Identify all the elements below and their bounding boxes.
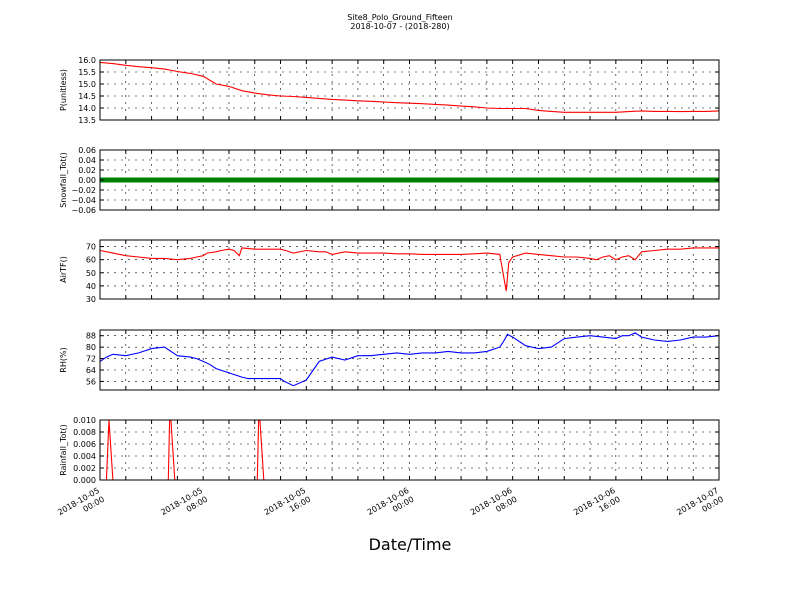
y-tick-label: 50 xyxy=(86,269,96,278)
panel-0: 13.5 14.0 14.5 15.0 15.5 16.0 P(unitless) xyxy=(59,56,720,125)
y-tick-label: 72 xyxy=(86,355,96,364)
panel-2: 30 40 50 60 70 AirTF() xyxy=(59,239,720,304)
x-tick-label: 2018-10-0608:00 xyxy=(469,486,519,526)
y-tick-label: 0.02 xyxy=(78,166,96,175)
series-line xyxy=(99,247,719,292)
y-tick-label: 0.010 xyxy=(73,416,96,425)
x-tick-label: 2018-10-0600:00 xyxy=(366,486,416,526)
y-tick-label: −0.04 xyxy=(71,196,96,205)
y-tick-label: 0.006 xyxy=(73,440,96,449)
y-tick-label: 0.004 xyxy=(73,452,96,461)
y-tick-label: 80 xyxy=(86,343,96,352)
panels-group: 13.5 14.0 14.5 15.0 15.5 16.0 P(unitless) −0.06… xyxy=(59,56,720,485)
y-tick-label: −0.06 xyxy=(71,206,96,215)
series-line xyxy=(99,332,720,387)
x-tick-label: 2018-10-0616:00 xyxy=(572,486,622,526)
y-tick-label: 0.00 xyxy=(78,176,96,185)
y-axis-label: Snowfall_Tot() xyxy=(59,152,68,208)
y-tick-label: 70 xyxy=(86,243,96,252)
y-tick-label: 16.0 xyxy=(78,56,96,65)
y-axis-label: Rainfall_Tot() xyxy=(59,424,68,476)
y-tick-label: 14.5 xyxy=(78,92,96,101)
x-tick-label: 2018-10-0700:00 xyxy=(675,486,725,526)
panel-4: 0.000 0.002 0.004 0.006 0.008 0.010 Rainfall_T… xyxy=(59,416,720,485)
chart-subtitle: 2018-10-07 - (2018-280) xyxy=(350,22,449,31)
y-tick-label: 0.000 xyxy=(73,476,96,485)
y-tick-label: 64 xyxy=(86,366,96,375)
panel-1: −0.06−0.04−0.020.000.020.040.06 Snowfall_… xyxy=(59,146,720,215)
y-axis-label: AirTF() xyxy=(59,256,68,283)
x-axis: 2018-10-0500:00 2018-10-0508:00 2018-10-05… xyxy=(56,486,725,526)
y-tick-label: 40 xyxy=(86,282,96,291)
y-tick-label: 60 xyxy=(86,256,96,265)
y-tick-label: 15.0 xyxy=(78,80,96,89)
x-tick-label: 2018-10-0508:00 xyxy=(159,486,209,526)
panel-3: 56 64 72 80 88 RH(%) xyxy=(59,329,720,391)
y-tick-label: −0.02 xyxy=(71,186,96,195)
y-tick-label: 14.0 xyxy=(78,104,96,113)
chart-title: Site8_Polo_Ground_Fifteen xyxy=(347,13,452,22)
x-tick-label: 2018-10-0500:00 xyxy=(56,486,106,526)
y-tick-label: 13.5 xyxy=(78,116,96,125)
y-tick-label: 56 xyxy=(86,377,96,386)
y-tick-label: 88 xyxy=(86,332,96,341)
y-tick-label: 0.04 xyxy=(78,156,96,165)
y-tick-label: 30 xyxy=(86,295,96,304)
y-tick-label: 0.06 xyxy=(78,146,96,155)
series-line xyxy=(99,61,720,113)
x-axis-title: Date/Time xyxy=(369,535,452,554)
y-tick-label: 0.002 xyxy=(73,464,96,473)
x-tick-label: 2018-10-0516:00 xyxy=(263,486,313,526)
y-axis-label: RH(%) xyxy=(59,347,68,372)
y-tick-label: 15.5 xyxy=(78,68,96,77)
y-axis-label: P(unitless) xyxy=(59,69,68,111)
y-tick-label: 0.008 xyxy=(73,428,96,437)
